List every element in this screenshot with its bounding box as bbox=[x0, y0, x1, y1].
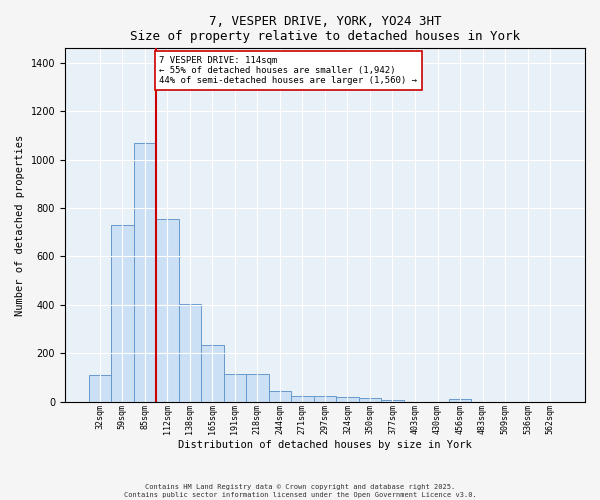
Bar bbox=[336, 397, 359, 402]
X-axis label: Distribution of detached houses by size in York: Distribution of detached houses by size … bbox=[178, 440, 472, 450]
Y-axis label: Number of detached properties: Number of detached properties bbox=[15, 134, 25, 316]
Bar bbox=[89, 375, 111, 402]
Text: Contains HM Land Registry data © Crown copyright and database right 2025.
Contai: Contains HM Land Registry data © Crown c… bbox=[124, 484, 476, 498]
Bar bbox=[111, 225, 134, 402]
Bar bbox=[224, 374, 246, 402]
Bar bbox=[246, 374, 269, 402]
Bar bbox=[381, 400, 404, 402]
Bar bbox=[134, 142, 156, 402]
Bar bbox=[291, 396, 314, 402]
Bar bbox=[156, 219, 179, 402]
Text: 7 VESPER DRIVE: 114sqm
← 55% of detached houses are smaller (1,942)
44% of semi-: 7 VESPER DRIVE: 114sqm ← 55% of detached… bbox=[160, 56, 418, 86]
Title: 7, VESPER DRIVE, YORK, YO24 3HT
Size of property relative to detached houses in : 7, VESPER DRIVE, YORK, YO24 3HT Size of … bbox=[130, 15, 520, 43]
Bar bbox=[449, 399, 471, 402]
Bar bbox=[314, 396, 336, 402]
Bar bbox=[269, 391, 291, 402]
Bar bbox=[179, 304, 201, 402]
Bar bbox=[359, 398, 381, 402]
Bar bbox=[201, 345, 224, 402]
